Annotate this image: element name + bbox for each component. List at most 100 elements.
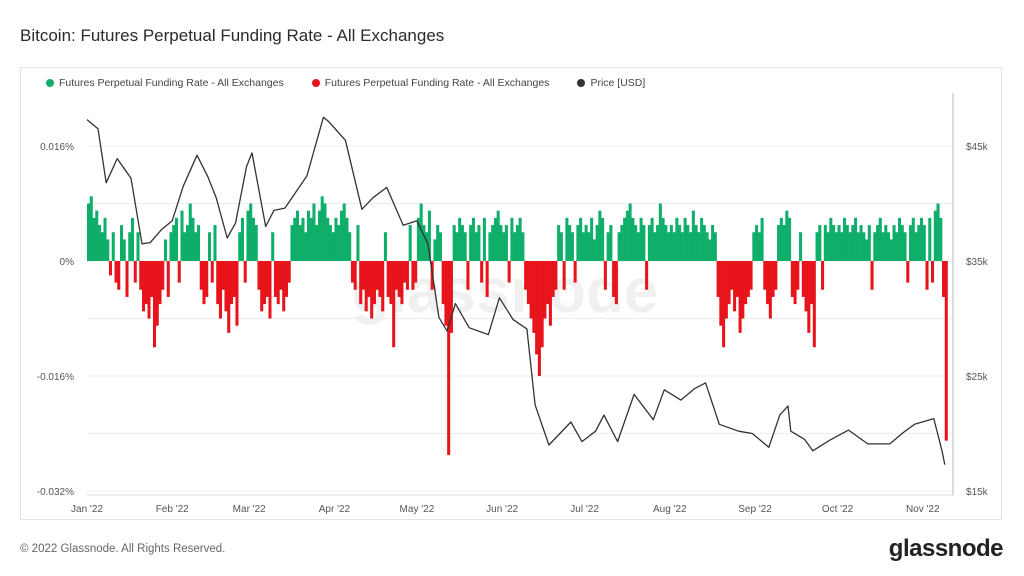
funding-bar-positive <box>87 203 91 261</box>
legend-item-negative[interactable]: Futures Perpetual Funding Rate - All Exc… <box>311 77 549 89</box>
funding-bar-positive <box>383 232 387 261</box>
funding-bar-negative <box>117 261 121 290</box>
funding-bar-positive <box>106 239 110 261</box>
funding-bar-positive <box>606 232 610 261</box>
funding-bar-positive <box>339 210 343 261</box>
funding-bar-negative <box>158 261 162 305</box>
funding-bar-negative <box>139 261 143 290</box>
funding-bar-positive <box>320 196 324 261</box>
funding-bar-negative <box>375 261 379 290</box>
funding-bar-positive <box>323 203 327 261</box>
funding-bar-positive <box>290 225 294 261</box>
funding-bar-negative <box>216 261 220 305</box>
funding-bar-negative <box>540 261 544 348</box>
legend-item-price[interactable]: Price [USD] <box>577 77 645 89</box>
funding-bar-positive <box>788 217 792 261</box>
legend-item-positive[interactable]: Futures Perpetual Funding Rate - All Exc… <box>46 77 284 89</box>
funding-bar-positive <box>686 225 690 261</box>
funding-bar-negative <box>235 261 239 326</box>
legend-dot-icon <box>311 79 320 87</box>
funding-bar-positive <box>845 225 849 261</box>
funding-bar-positive <box>862 232 866 261</box>
funding-bar-negative <box>796 261 800 290</box>
funding-bar-positive <box>317 210 321 261</box>
funding-bar-positive <box>191 217 195 261</box>
funding-bar-negative <box>177 261 181 283</box>
funding-bar-negative <box>359 261 363 305</box>
funding-bar-positive <box>823 225 827 261</box>
chart-title: Bitcoin: Futures Perpetual Funding Rate … <box>20 26 445 45</box>
funding-bar-positive <box>914 232 918 261</box>
funding-bar-positive <box>851 225 855 261</box>
funding-bar-positive <box>631 217 635 261</box>
funding-bar-positive <box>504 225 508 261</box>
funding-bar-positive <box>658 203 662 261</box>
legend: Futures Perpetual Funding Rate - All Exc… <box>46 77 645 89</box>
funding-bar-positive <box>309 217 313 261</box>
funding-bar-positive <box>922 225 926 261</box>
funding-bar-positive <box>928 217 932 261</box>
funding-bar-positive <box>452 225 456 261</box>
funding-bar-positive <box>700 217 704 261</box>
funding-bar-negative <box>562 261 566 290</box>
funding-bar-positive <box>194 232 198 261</box>
funding-bar-negative <box>287 261 291 283</box>
funding-bar-positive <box>939 217 943 261</box>
funding-bar-negative <box>719 261 723 326</box>
x-tick-label: Sep '22 <box>738 504 772 515</box>
funding-bar-positive <box>623 217 627 261</box>
funding-bar-negative <box>771 261 775 297</box>
funding-bar-negative <box>733 261 737 312</box>
funding-bar-positive <box>708 239 712 261</box>
funding-bar-negative <box>447 261 451 456</box>
funding-bar-positive <box>669 225 673 261</box>
funding-bar-negative <box>821 261 825 290</box>
funding-bar-negative <box>125 261 129 297</box>
funding-bar-positive <box>238 232 242 261</box>
funding-bar-negative <box>812 261 816 348</box>
funding-bar-positive <box>675 217 679 261</box>
funding-bar-positive <box>348 232 352 261</box>
funding-bar-positive <box>617 232 621 261</box>
funding-bar-negative <box>766 261 770 305</box>
funding-bar-negative <box>273 261 277 297</box>
funding-bar-negative <box>229 261 234 305</box>
funding-bar-negative <box>243 261 247 283</box>
funding-bar-positive <box>518 217 522 261</box>
funding-bar-negative <box>284 261 288 297</box>
funding-bar-positive <box>697 232 701 261</box>
funding-bar-positive <box>510 217 514 261</box>
x-tick-label: Feb '22 <box>156 504 189 515</box>
funding-bar-negative <box>227 261 231 333</box>
funding-bar-negative <box>749 261 753 290</box>
funding-bar-negative <box>364 261 368 312</box>
funding-bar-negative <box>543 261 547 319</box>
funding-bar-negative <box>353 261 357 290</box>
funding-bar-positive <box>650 217 654 261</box>
funding-bar-positive <box>499 225 503 261</box>
funding-bar-positive <box>694 225 698 261</box>
funding-bar-positive <box>213 225 217 261</box>
funding-bar-positive <box>183 232 187 261</box>
funding-bar-positive <box>672 232 676 261</box>
funding-bar-negative <box>282 261 286 312</box>
funding-bar-positive <box>515 225 519 261</box>
funding-bar-positive <box>436 225 440 261</box>
funding-bar-positive <box>917 225 921 261</box>
funding-bar-positive <box>95 210 99 261</box>
funding-bar-positive <box>656 225 660 261</box>
funding-bar-negative <box>232 261 236 297</box>
funding-bar-positive <box>169 232 173 261</box>
funding-bar-negative <box>727 261 731 305</box>
funding-bar-positive <box>502 232 506 261</box>
funding-bar-positive <box>785 210 789 261</box>
funding-bar-positive <box>667 232 671 261</box>
funding-bar-negative <box>372 261 376 305</box>
funding-bar-positive <box>884 225 888 261</box>
funding-bar-positive <box>496 210 500 261</box>
funding-bar-positive <box>295 210 299 261</box>
funding-bar-positive <box>136 232 140 261</box>
funding-bar-negative <box>801 261 805 297</box>
x-tick-label: Apr '22 <box>319 504 351 515</box>
